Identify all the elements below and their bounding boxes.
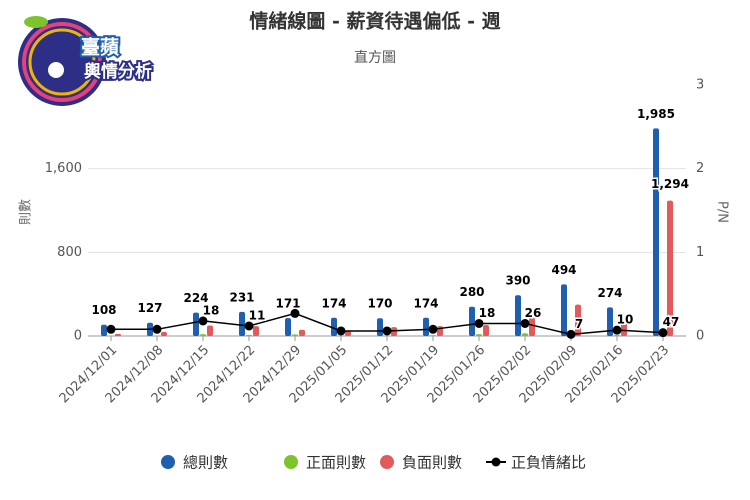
line-point <box>106 324 116 334</box>
bar <box>161 331 167 336</box>
data-label: 171 <box>275 297 300 311</box>
logo-text: 輿情分析 <box>84 61 152 82</box>
y2-axis-title: P/N <box>715 201 730 223</box>
data-label: 127 <box>137 301 162 315</box>
y-tick-label: 800 <box>57 245 82 260</box>
y2-tick-label: 0 <box>696 329 704 344</box>
data-label: 7 <box>575 317 583 331</box>
bar <box>193 312 199 336</box>
data-label: 224 <box>183 291 208 305</box>
bar <box>607 307 613 336</box>
line-point <box>244 321 254 331</box>
legend-label: 正面則數 <box>306 454 366 472</box>
data-label: 11 <box>249 308 266 322</box>
bar <box>101 324 107 336</box>
bar <box>469 306 475 336</box>
bar <box>292 334 298 336</box>
legend-label: 正負情緒比 <box>511 454 586 472</box>
line-point <box>428 324 438 334</box>
chart-subtitle: 直方圖 <box>354 49 396 66</box>
bar <box>391 327 397 336</box>
bar <box>483 325 489 336</box>
chart-title: 情緒線圖 - 薪資待遇偏低 - 週 <box>249 10 500 33</box>
line-point <box>198 316 208 326</box>
bar <box>653 128 659 336</box>
line-point <box>336 326 346 336</box>
legend-label: 負面則數 <box>402 454 462 472</box>
data-label: 26 <box>525 306 542 320</box>
bar <box>476 334 482 336</box>
bar <box>345 330 351 336</box>
y-axis-title: 則數 <box>19 199 34 225</box>
bar <box>621 321 627 336</box>
bar <box>430 335 436 336</box>
y-tick-label: 1,600 <box>45 161 82 176</box>
bar <box>299 329 305 336</box>
data-label: 390 <box>505 274 530 288</box>
legend-swatch <box>380 455 394 469</box>
bar <box>239 311 245 336</box>
line-point <box>658 328 668 338</box>
bar <box>529 317 535 336</box>
legend-swatch <box>491 457 501 467</box>
bar <box>575 304 581 336</box>
line-point <box>474 318 484 328</box>
y2-tick-label: 2 <box>696 161 704 176</box>
bar <box>253 326 259 336</box>
data-label: 108 <box>91 303 116 317</box>
line-point <box>382 326 392 336</box>
line-point <box>612 325 622 335</box>
legend-label: 總則數 <box>183 454 228 472</box>
data-label: 1,294 <box>651 177 689 191</box>
bar <box>423 317 429 336</box>
data-label: 10 <box>617 313 634 327</box>
data-label: 18 <box>203 303 220 317</box>
bar <box>561 284 567 336</box>
bar <box>285 318 291 336</box>
bar <box>522 333 528 336</box>
logo-text: 臺蘋 <box>81 36 119 59</box>
line-point <box>566 329 576 339</box>
logo: 臺蘋 輿情分析 <box>18 16 154 106</box>
data-label: 274 <box>597 286 622 300</box>
data-label: 174 <box>413 296 438 310</box>
bar <box>246 334 252 336</box>
data-label: 174 <box>321 296 346 310</box>
legend-swatch <box>284 455 298 469</box>
bar <box>384 335 390 336</box>
data-label: 18 <box>479 306 496 320</box>
bar <box>115 333 121 336</box>
y2-tick-label: 3 <box>696 78 704 93</box>
bar <box>331 317 337 336</box>
line-point <box>290 308 300 318</box>
legend-swatch <box>161 455 175 469</box>
data-label: 494 <box>551 263 576 277</box>
bar <box>515 295 521 336</box>
line-point <box>520 318 530 328</box>
bar <box>667 200 673 336</box>
data-label: 170 <box>367 297 392 311</box>
data-label: 231 <box>229 290 254 304</box>
data-label: 47 <box>663 315 680 329</box>
y2-tick-label: 1 <box>696 245 704 260</box>
line-point <box>152 324 162 334</box>
data-label: 1,985 <box>637 107 675 121</box>
bar <box>377 318 383 336</box>
bar <box>207 325 213 336</box>
bar <box>614 334 620 336</box>
data-label: 280 <box>459 285 484 299</box>
bar <box>200 334 206 336</box>
y-tick-label: 0 <box>74 329 82 344</box>
